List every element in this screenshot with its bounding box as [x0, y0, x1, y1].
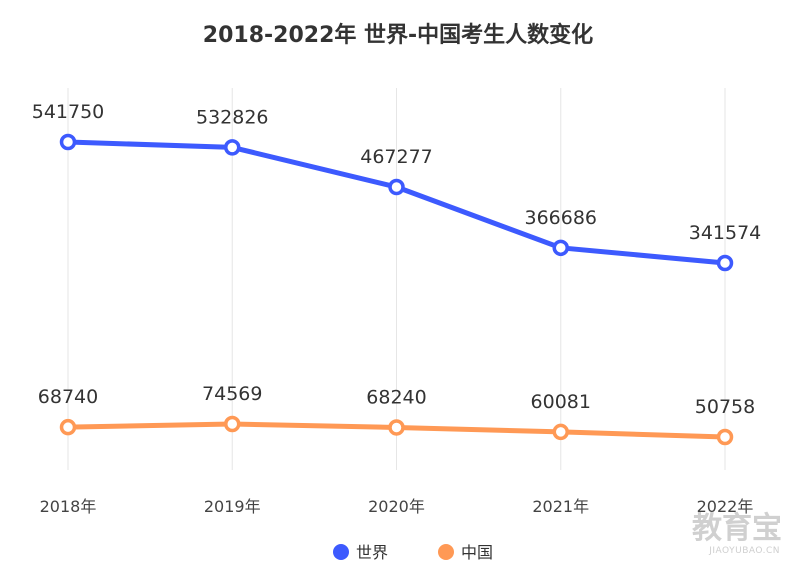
legend-label: 世界: [356, 543, 388, 562]
legend-item[interactable]: 中国: [438, 543, 493, 562]
data-label: 60081: [531, 391, 591, 413]
data-point[interactable]: [388, 419, 405, 436]
data-point[interactable]: [224, 415, 241, 433]
data-point[interactable]: [388, 178, 405, 196]
data-label: 341574: [689, 222, 762, 244]
x-axis-ticks: 2018年 2019年 2020年 2021年 2022年: [40, 497, 754, 516]
data-point[interactable]: [552, 239, 569, 257]
legend-marker: [333, 544, 349, 560]
x-tick-label: 2021年: [532, 497, 589, 516]
series-layer: [59, 133, 734, 446]
watermark-logo: 教育宝 JIAOYUBAO.CN: [692, 511, 782, 556]
watermark-text: 教育宝: [692, 511, 782, 546]
data-label: 68240: [366, 386, 426, 408]
data-point[interactable]: [552, 423, 569, 441]
data-point[interactable]: [59, 133, 77, 151]
data-label: 50758: [695, 396, 755, 418]
chart-title: 2018-2022年 世界-中国考生人数变化: [203, 22, 593, 48]
data-label: 541750: [32, 101, 105, 123]
data-point[interactable]: [224, 139, 241, 156]
data-point[interactable]: [59, 418, 77, 436]
data-label: 532826: [196, 106, 269, 128]
x-tick-label: 2020年: [368, 497, 425, 516]
data-point[interactable]: [716, 428, 734, 446]
watermark-subtext: JIAOYUBAO.CN: [708, 546, 780, 556]
data-label: 68740: [38, 386, 98, 408]
legend: 世界 中国: [333, 543, 493, 562]
legend-label: 中国: [461, 543, 493, 562]
legend-marker: [438, 544, 454, 560]
legend-item[interactable]: 世界: [333, 543, 388, 562]
data-point[interactable]: [716, 254, 734, 272]
x-tick-label: 2022年: [697, 497, 754, 516]
data-label: 74569: [202, 383, 262, 405]
x-tick-label: 2019年: [204, 497, 261, 516]
data-label: 366686: [524, 207, 597, 229]
x-tick-label: 2018年: [40, 497, 97, 516]
data-label: 467277: [360, 146, 433, 168]
data-labels: 541750 532826 467277 366686 341574 68740 74569…: [32, 101, 762, 418]
